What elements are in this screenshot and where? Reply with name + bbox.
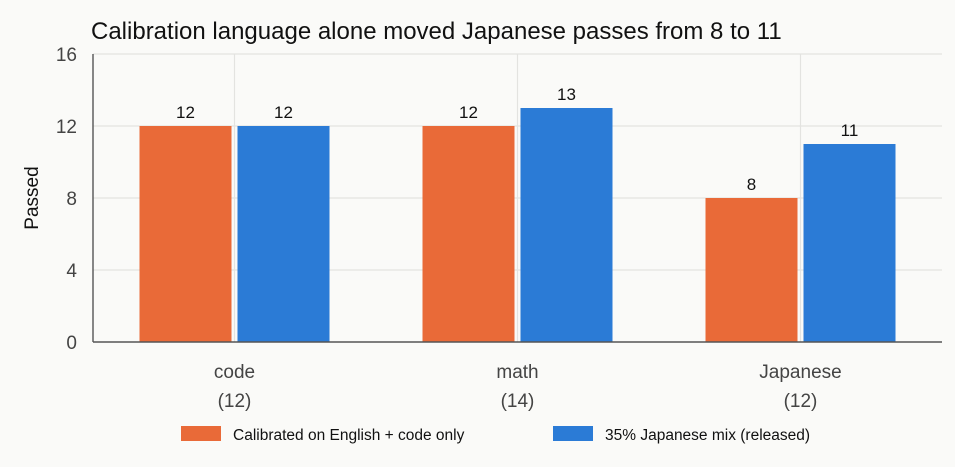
legend: Calibrated on English + code only 35% Jap… (181, 426, 810, 444)
bar-english-code-japanese (705, 198, 798, 342)
bar-value-label: 12 (176, 103, 195, 122)
chart-title: Calibration language alone moved Japanes… (91, 18, 782, 45)
y-tick-label: 12 (56, 117, 77, 138)
y-tick-label: 4 (66, 261, 77, 282)
x-tick-sublabel: (14) (501, 391, 535, 412)
bar-english-code-math (422, 126, 515, 342)
x-tick-sublabel: (12) (218, 391, 252, 412)
grid (93, 53, 942, 342)
bar-value-label: 13 (557, 85, 576, 104)
y-axis-label: Passed (22, 166, 43, 229)
bar-value-label: 12 (274, 103, 293, 122)
legend-label: Calibrated on English + code only (233, 427, 465, 444)
bar-japanese-mix-math (520, 108, 613, 342)
bar-value-label: 8 (747, 175, 756, 194)
bar-value-label: 12 (459, 103, 478, 122)
y-tick-label: 8 (66, 189, 77, 210)
bar-english-code-code (139, 126, 232, 342)
bar-japanese-mix-code (237, 126, 330, 342)
x-tick-label: code (214, 362, 255, 383)
y-tick-label: 16 (56, 45, 77, 66)
x-tick-label: math (496, 362, 538, 383)
bar-value-label: 11 (841, 121, 859, 140)
x-tick-sublabel: (12) (784, 391, 818, 412)
legend-swatch (181, 426, 221, 441)
axes (92, 54, 942, 343)
bar-japanese-mix-japanese (803, 144, 896, 342)
legend-swatch (553, 426, 593, 441)
legend-label: 35% Japanese mix (released) (605, 427, 810, 444)
labels: 0 4 8 12 16 12 12 code (12) 12 13 math (14) 8 11 Japane… (56, 45, 858, 412)
y-tick-label: 0 (66, 333, 77, 354)
x-tick-label: Japanese (759, 362, 841, 383)
bars (139, 108, 896, 342)
